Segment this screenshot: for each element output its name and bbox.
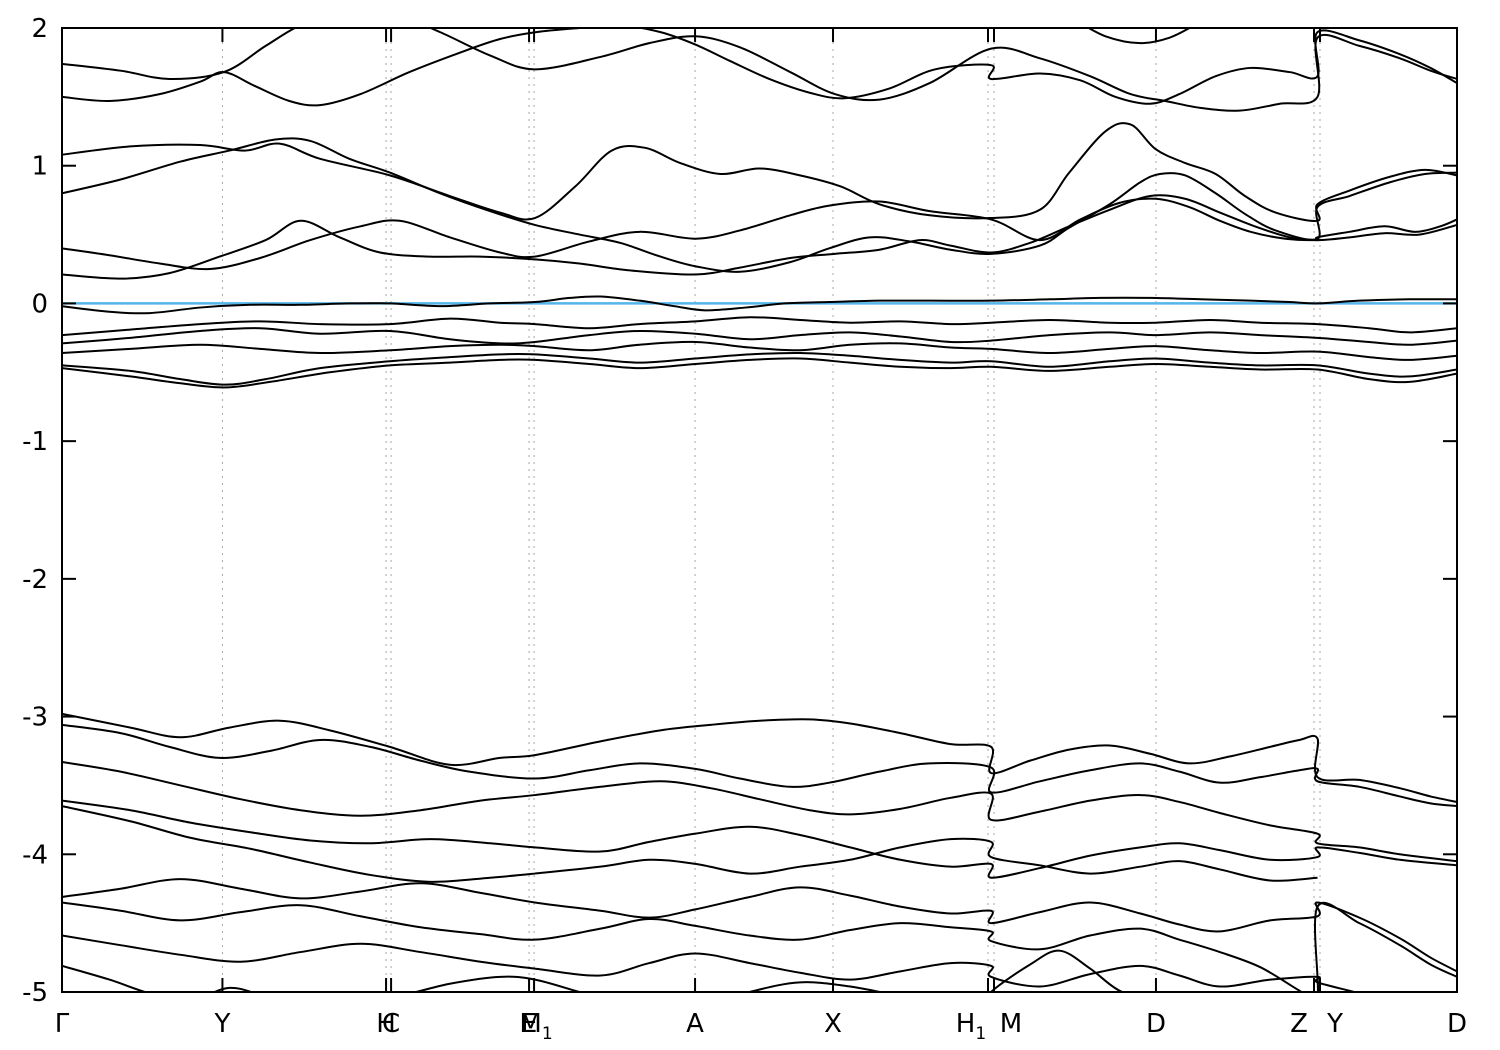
kpoint-label: H1 [956, 1009, 986, 1044]
kpoint-label: X [824, 1009, 842, 1039]
band-line [62, 351, 1457, 386]
band-line [62, 805, 1318, 883]
ytick-label: 2 [31, 14, 48, 44]
kpoint-label: M [1000, 1009, 1022, 1039]
kpoint-label: Y [1326, 1009, 1343, 1039]
kpoint-label: E [521, 1009, 537, 1039]
band-line [62, 295, 1457, 315]
band-line [62, 901, 1457, 992]
ytick-label: -3 [22, 703, 48, 733]
band-line [62, 357, 1457, 389]
band-line [62, 934, 1359, 992]
band-line [62, 799, 1457, 879]
kpoint-label: D [1146, 1009, 1166, 1039]
kpoint-label: Y [213, 1009, 230, 1039]
ytick-label: -1 [22, 427, 48, 457]
band-line [62, 137, 1457, 273]
band-line [62, 340, 1457, 361]
band-line [62, 28, 1457, 107]
band-line [62, 327, 1457, 346]
ytick-label: -4 [22, 840, 48, 870]
kpoint-label: A [686, 1009, 704, 1039]
kpoint-label: M1 [519, 1009, 552, 1044]
kpoint-label: D [1447, 1009, 1467, 1039]
band-line [62, 28, 1457, 112]
ytick-label: 0 [31, 289, 48, 319]
band-line [62, 723, 1457, 808]
band-line [62, 878, 1457, 973]
band-line [1086, 28, 1192, 45]
band-line [62, 316, 1457, 337]
band-line [62, 194, 1457, 280]
kpoint-label: C [382, 1009, 400, 1039]
band-line [62, 949, 1125, 992]
ytick-label: 1 [31, 152, 48, 182]
kpoint-label: H [376, 1009, 396, 1039]
ytick-label: -5 [22, 978, 48, 1008]
band-line [62, 197, 1457, 271]
band-line [62, 761, 1457, 863]
ytick-label: -2 [22, 565, 48, 595]
kpoint-label: Z [1290, 1009, 1308, 1039]
band-line [62, 122, 1457, 223]
plot-frame [61, 27, 1458, 993]
band-line [62, 712, 1457, 803]
kpoint-label: Γ [55, 1009, 70, 1039]
